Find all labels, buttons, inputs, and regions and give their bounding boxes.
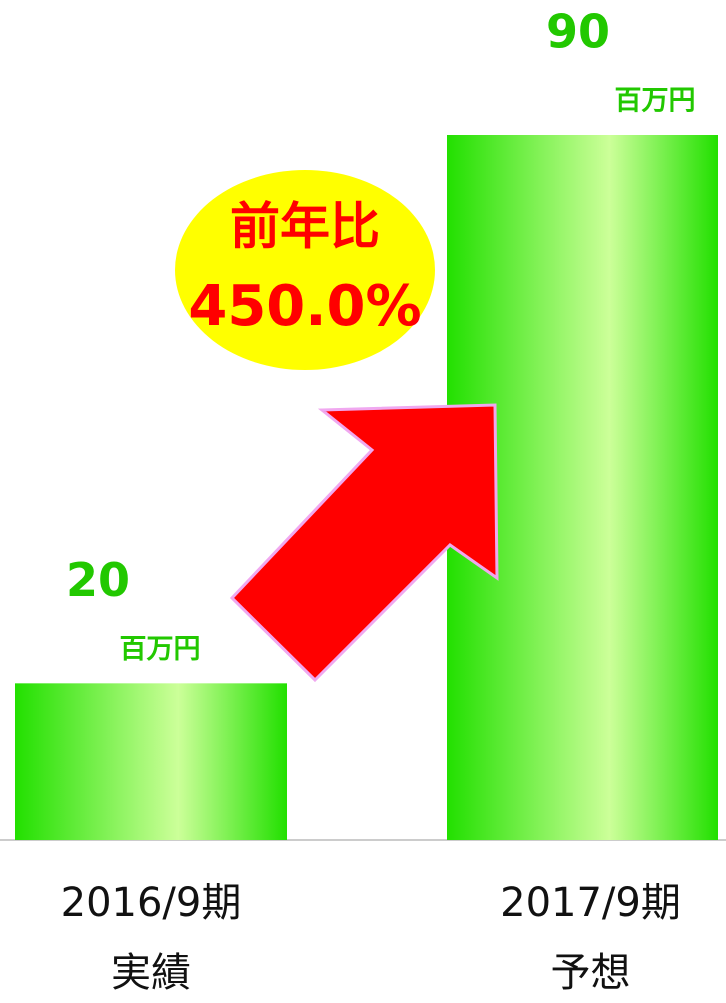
annotation-bubble — [175, 170, 435, 370]
annotation-label: 前年比 — [230, 198, 380, 256]
value-label: 20 — [66, 553, 130, 607]
value-label: 90 — [546, 5, 610, 59]
annotation-value: 450.0% — [188, 274, 421, 339]
bar — [15, 683, 287, 840]
unit-label: 百万円 — [120, 634, 201, 665]
x-tick-label: 実績 — [111, 950, 191, 996]
unit-label: 百万円 — [615, 86, 696, 117]
growth-arrow — [229, 403, 499, 683]
x-tick-label: 2016/9期 — [61, 880, 242, 926]
x-tick-label: 2017/9期 — [500, 880, 681, 926]
x-tick-label: 予想 — [551, 950, 631, 996]
